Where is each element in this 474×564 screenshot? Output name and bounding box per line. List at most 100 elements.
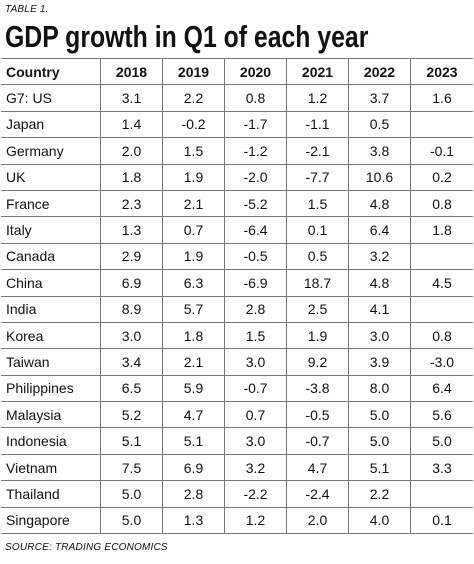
value-cell: 1.2 xyxy=(224,507,286,534)
value-cell: 4.7 xyxy=(162,402,224,428)
table-row: France 2.3 2.1 -5.2 1.5 4.8 0.8 xyxy=(1,190,473,218)
value-cell: 9.2 xyxy=(286,349,348,375)
value-cell: 5.0 xyxy=(348,402,410,428)
value-cell: -2.0 xyxy=(224,164,286,190)
value-cell: 3.8 xyxy=(348,138,410,164)
value-cell: 0.5 xyxy=(286,243,348,270)
country-cell: India xyxy=(6,301,37,318)
table-row: UK 1.8 1.9 -2.0 -7.7 10.6 0.2 xyxy=(1,164,473,191)
country-cell: Canada xyxy=(6,248,56,265)
table-row: Thailand 5.0 2.8 -2.2 -2.4 2.2 xyxy=(1,481,473,508)
value-cell: -5.2 xyxy=(224,190,286,217)
source-note: SOURCE: TRADING ECONOMICS xyxy=(5,542,168,553)
value-cell: 2.1 xyxy=(162,190,224,217)
value-cell: -2.4 xyxy=(286,481,348,507)
value-cell: 0.2 xyxy=(410,164,473,190)
table-row: Korea 3.0 1.8 1.5 1.9 3.0 0.8 xyxy=(1,322,473,350)
column-header-2019: 2019 xyxy=(162,59,224,85)
value-cell: 2.2 xyxy=(348,481,410,507)
country-cell: G7: US xyxy=(6,90,52,107)
value-cell: -0.2 xyxy=(162,111,224,138)
country-cell: Japan xyxy=(6,116,45,133)
value-cell: 10.6 xyxy=(348,164,410,190)
value-cell: 4.5 xyxy=(410,270,473,296)
country-cell: Philippines xyxy=(6,380,74,397)
value-cell: 18.7 xyxy=(286,270,348,296)
value-cell: -1.7 xyxy=(224,111,286,138)
value-cell: -6.4 xyxy=(224,217,286,243)
value-cell: 1.5 xyxy=(286,190,348,217)
value-cell: -7.7 xyxy=(286,164,348,190)
country-cell: China xyxy=(6,274,43,291)
value-cell: -2.1 xyxy=(286,138,348,164)
table-row: Germany 2.0 1.5 -1.2 -2.1 3.8 -0.1 xyxy=(1,138,473,165)
value-cell: 0.5 xyxy=(348,111,410,138)
value-cell: 1.3 xyxy=(100,217,162,243)
value-cell: -1.2 xyxy=(224,138,286,164)
value-cell: -0.5 xyxy=(286,402,348,428)
value-cell: 3.4 xyxy=(100,349,162,375)
country-cell: Korea xyxy=(6,327,44,344)
table-row: G7: US 3.1 2.2 0.8 1.2 3.7 1.6 xyxy=(1,85,473,112)
value-cell: 8.0 xyxy=(348,375,410,402)
value-cell: 1.9 xyxy=(286,322,348,349)
value-cell: 3.3 xyxy=(410,454,473,481)
value-cell: 5.0 xyxy=(100,507,162,534)
table-title: GDP growth in Q1 of each year xyxy=(5,19,369,54)
value-cell: -6.9 xyxy=(224,270,286,296)
country-cell: UK xyxy=(6,169,26,186)
table-row: Singapore 5.0 1.3 1.2 2.0 4.0 0.1 xyxy=(1,507,473,535)
value-cell: -0.5 xyxy=(224,243,286,270)
value-cell: 0.8 xyxy=(224,85,286,111)
value-cell: 6.3 xyxy=(162,270,224,296)
value-cell: -2.2 xyxy=(224,481,286,507)
value-cell: 2.1 xyxy=(162,349,224,375)
value-cell: 3.2 xyxy=(348,243,410,270)
value-cell: 2.0 xyxy=(286,507,348,534)
table-row: India 8.9 5.7 2.8 2.5 4.1 xyxy=(1,296,473,323)
value-cell: 3.7 xyxy=(348,85,410,111)
table-row: Malaysia 5.2 4.7 0.7 -0.5 5.0 5.6 xyxy=(1,402,473,429)
value-cell: 6.5 xyxy=(100,375,162,402)
value-cell: -0.7 xyxy=(224,375,286,402)
value-cell: 1.3 xyxy=(162,507,224,534)
country-cell: Singapore xyxy=(6,512,70,529)
value-cell: 2.9 xyxy=(100,243,162,270)
value-cell: 4.8 xyxy=(348,190,410,217)
value-cell xyxy=(410,481,473,507)
gdp-table: Country 2018 2019 2020 2021 2022 2023 G7: US 3.… xyxy=(1,58,473,535)
value-cell: 5.1 xyxy=(162,428,224,454)
value-cell: 6.9 xyxy=(100,270,162,296)
value-cell: 5.1 xyxy=(348,454,410,481)
value-cell: 8.9 xyxy=(100,296,162,322)
value-cell xyxy=(410,111,473,138)
value-cell: 0.1 xyxy=(410,507,473,534)
value-cell: 3.2 xyxy=(224,454,286,481)
value-cell: 1.2 xyxy=(286,85,348,111)
country-cell: France xyxy=(6,195,50,212)
value-cell: 1.8 xyxy=(410,217,473,243)
table-row: Indonesia 5.1 5.1 3.0 -0.7 5.0 5.0 xyxy=(1,428,473,455)
column-header-2022: 2022 xyxy=(348,59,410,85)
country-cell: Vietnam xyxy=(6,459,58,476)
value-cell: 4.8 xyxy=(348,270,410,296)
value-cell: 5.1 xyxy=(100,428,162,454)
value-cell: -3.8 xyxy=(286,375,348,402)
table-row: Japan 1.4 -0.2 -1.7 -1.1 0.5 xyxy=(1,111,473,139)
value-cell xyxy=(410,243,473,270)
value-cell: 5.6 xyxy=(410,402,473,428)
value-cell: 0.7 xyxy=(224,402,286,428)
value-cell: 3.0 xyxy=(224,428,286,454)
value-cell: -3.0 xyxy=(410,349,473,375)
table-row: Taiwan 3.4 2.1 3.0 9.2 3.9 -3.0 xyxy=(1,349,473,376)
value-cell: 2.2 xyxy=(162,85,224,111)
value-cell: 5.7 xyxy=(162,296,224,322)
table-row: China 6.9 6.3 -6.9 18.7 4.8 4.5 xyxy=(1,270,473,297)
value-cell: 5.0 xyxy=(100,481,162,507)
table-row: Vietnam 7.5 6.9 3.2 4.7 5.1 3.3 xyxy=(1,454,473,482)
value-cell: 2.5 xyxy=(286,296,348,322)
value-cell: 3.0 xyxy=(348,322,410,349)
value-cell: 1.6 xyxy=(410,85,473,111)
table-row: Philippines 6.5 5.9 -0.7 -3.8 8.0 6.4 xyxy=(1,375,473,403)
country-cell: Thailand xyxy=(6,485,60,502)
